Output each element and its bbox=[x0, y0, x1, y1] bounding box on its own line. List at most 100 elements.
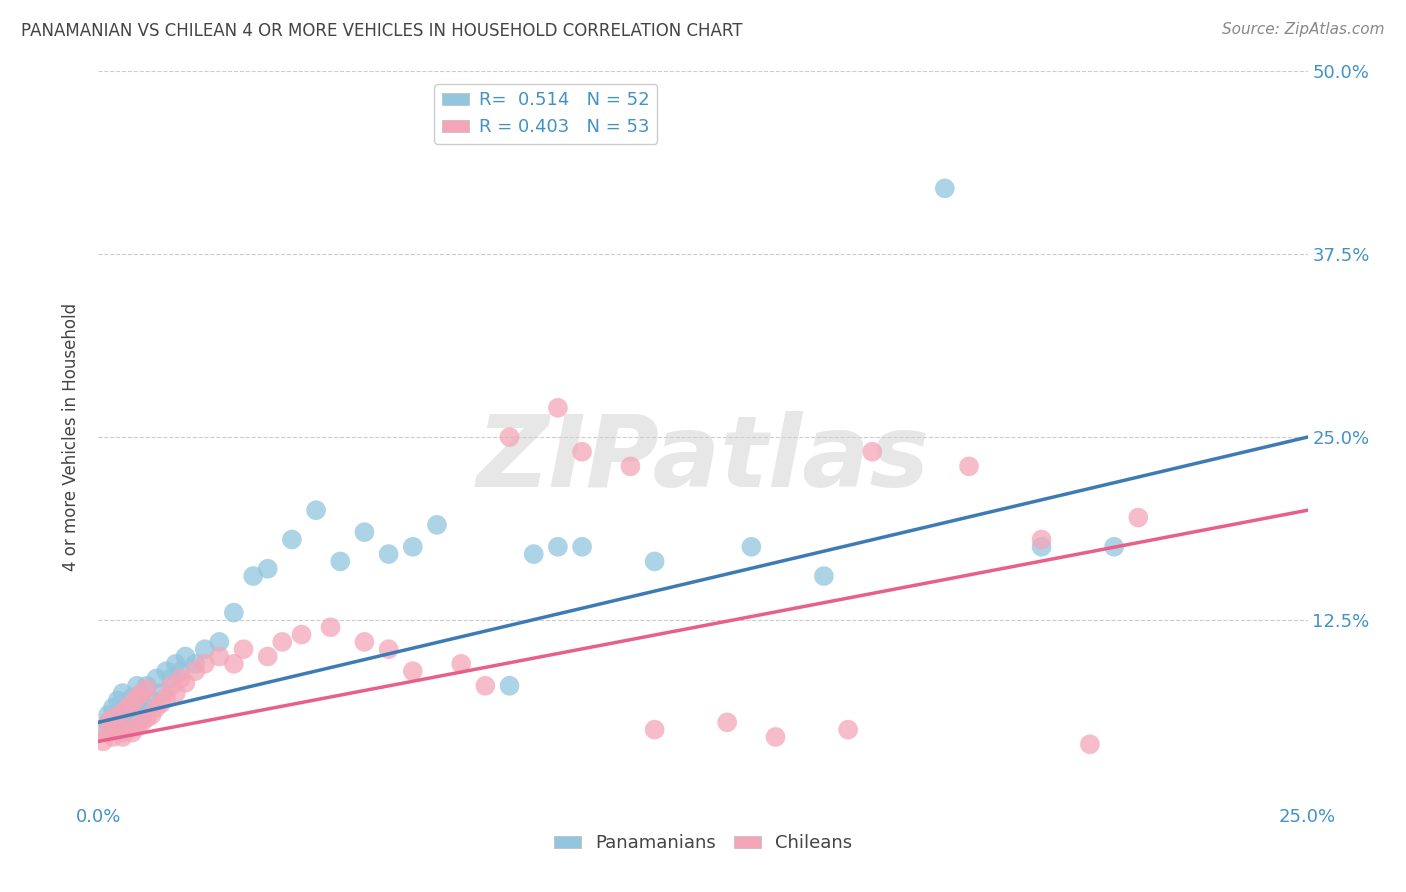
Point bbox=[256, 649, 278, 664]
Point bbox=[101, 700, 124, 714]
Point bbox=[208, 635, 231, 649]
Point bbox=[165, 686, 187, 700]
Point bbox=[101, 711, 124, 725]
Point bbox=[222, 606, 245, 620]
Point bbox=[716, 715, 738, 730]
Point bbox=[121, 725, 143, 739]
Point bbox=[934, 181, 956, 195]
Point bbox=[547, 401, 569, 415]
Point bbox=[117, 723, 139, 737]
Point bbox=[837, 723, 859, 737]
Point bbox=[97, 708, 120, 723]
Point bbox=[174, 676, 197, 690]
Point bbox=[141, 708, 163, 723]
Point bbox=[498, 430, 520, 444]
Point bbox=[242, 569, 264, 583]
Point bbox=[194, 642, 217, 657]
Point bbox=[111, 686, 134, 700]
Point bbox=[127, 690, 149, 705]
Point bbox=[644, 554, 666, 568]
Point bbox=[644, 723, 666, 737]
Point bbox=[232, 642, 254, 657]
Point bbox=[111, 705, 134, 719]
Point bbox=[256, 562, 278, 576]
Point bbox=[329, 554, 352, 568]
Point bbox=[97, 715, 120, 730]
Point bbox=[353, 525, 375, 540]
Point bbox=[450, 657, 472, 671]
Point bbox=[619, 459, 641, 474]
Point bbox=[131, 686, 153, 700]
Point bbox=[571, 444, 593, 458]
Point bbox=[305, 503, 328, 517]
Point bbox=[1031, 540, 1053, 554]
Point bbox=[145, 672, 167, 686]
Point bbox=[1078, 737, 1101, 751]
Point bbox=[377, 642, 399, 657]
Y-axis label: 4 or more Vehicles in Household: 4 or more Vehicles in Household bbox=[62, 303, 80, 571]
Text: PANAMANIAN VS CHILEAN 4 OR MORE VEHICLES IN HOUSEHOLD CORRELATION CHART: PANAMANIAN VS CHILEAN 4 OR MORE VEHICLES… bbox=[21, 22, 742, 40]
Point bbox=[135, 681, 157, 696]
Point bbox=[402, 664, 425, 678]
Point bbox=[131, 715, 153, 730]
Point bbox=[121, 690, 143, 705]
Point bbox=[571, 540, 593, 554]
Point bbox=[101, 723, 124, 737]
Point bbox=[97, 725, 120, 739]
Point bbox=[127, 720, 149, 734]
Point bbox=[131, 708, 153, 723]
Point bbox=[135, 711, 157, 725]
Point bbox=[97, 715, 120, 730]
Point bbox=[117, 700, 139, 714]
Point bbox=[160, 679, 183, 693]
Point bbox=[121, 711, 143, 725]
Point bbox=[194, 657, 217, 671]
Point bbox=[91, 734, 114, 748]
Point bbox=[281, 533, 304, 547]
Point bbox=[131, 686, 153, 700]
Point bbox=[160, 672, 183, 686]
Point bbox=[184, 664, 207, 678]
Legend: Panamanians, Chileans: Panamanians, Chileans bbox=[547, 827, 859, 860]
Point bbox=[169, 672, 191, 686]
Point bbox=[271, 635, 294, 649]
Point bbox=[127, 715, 149, 730]
Point bbox=[111, 725, 134, 739]
Point bbox=[290, 627, 312, 641]
Point bbox=[121, 696, 143, 710]
Point bbox=[377, 547, 399, 561]
Point bbox=[155, 690, 177, 705]
Point bbox=[135, 679, 157, 693]
Point bbox=[498, 679, 520, 693]
Point bbox=[547, 540, 569, 554]
Text: ZIPatlas: ZIPatlas bbox=[477, 410, 929, 508]
Point bbox=[402, 540, 425, 554]
Point bbox=[1031, 533, 1053, 547]
Point bbox=[101, 730, 124, 744]
Point bbox=[813, 569, 835, 583]
Point bbox=[184, 657, 207, 671]
Point bbox=[111, 708, 134, 723]
Point bbox=[150, 686, 173, 700]
Point bbox=[957, 459, 980, 474]
Point bbox=[353, 635, 375, 649]
Point bbox=[107, 720, 129, 734]
Point bbox=[174, 649, 197, 664]
Point bbox=[474, 679, 496, 693]
Point bbox=[150, 696, 173, 710]
Point bbox=[141, 693, 163, 707]
Point bbox=[155, 664, 177, 678]
Point bbox=[765, 730, 787, 744]
Point bbox=[740, 540, 762, 554]
Point bbox=[135, 700, 157, 714]
Point bbox=[165, 657, 187, 671]
Text: Source: ZipAtlas.com: Source: ZipAtlas.com bbox=[1222, 22, 1385, 37]
Point bbox=[91, 725, 114, 739]
Point bbox=[1128, 510, 1150, 524]
Point bbox=[117, 720, 139, 734]
Point bbox=[169, 664, 191, 678]
Point bbox=[523, 547, 546, 561]
Point bbox=[145, 700, 167, 714]
Point bbox=[127, 679, 149, 693]
Point bbox=[127, 696, 149, 710]
